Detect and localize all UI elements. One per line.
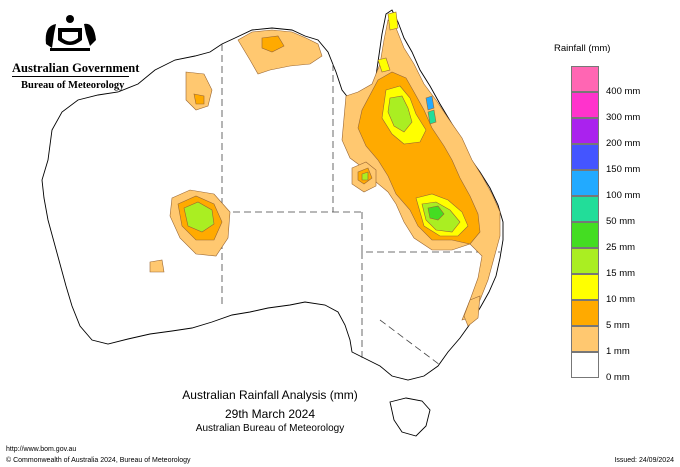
legend-swatch [571, 274, 599, 300]
legend-label: 5 mm [606, 320, 630, 331]
legend-label: 15 mm [606, 268, 636, 279]
legend-swatch [571, 300, 599, 326]
legend-swatch [571, 352, 599, 378]
legend-label: 400 mm [606, 86, 641, 97]
legend-swatch [571, 326, 599, 352]
map-title: Australian Rainfall Analysis (mm) [182, 388, 358, 402]
legend-label: 100 mm [606, 190, 641, 201]
legend-label: 300 mm [606, 112, 641, 123]
legend-swatch [571, 66, 599, 92]
bom-url-link[interactable]: http://www.bom.gov.au [6, 446, 77, 453]
legend-swatch [571, 144, 599, 170]
legend-label: 150 mm [606, 164, 641, 175]
legend-label: 0 mm [606, 372, 630, 383]
legend-swatch [571, 222, 599, 248]
coat-of-arms-logo [45, 15, 96, 51]
tasmania-outline [389, 397, 431, 437]
legend-swatch [571, 196, 599, 222]
legend-swatch [571, 92, 599, 118]
legend-label: 1 mm [606, 346, 630, 357]
map-source: Australian Bureau of Meteorology [195, 423, 345, 434]
legend-swatch [571, 248, 599, 274]
legend-swatch [571, 170, 599, 196]
copyright-notice: © Commonwealth of Australia 2024, Bureau… [6, 457, 191, 464]
legend-label: 200 mm [606, 138, 641, 149]
header-divider [12, 76, 129, 77]
government-name: Australian Government [12, 61, 140, 75]
issued-date: Issued: 24/09/2024 [614, 457, 674, 464]
rainfall-areas [149, 11, 501, 327]
legend-title: Rainfall (mm) [554, 43, 611, 54]
state-borders [221, 44, 500, 366]
legend-swatch [571, 118, 599, 144]
bureau-name: Bureau of Meteorology [21, 80, 125, 91]
legend-label: 25 mm [606, 242, 636, 253]
legend-label: 50 mm [606, 216, 636, 227]
legend-label: 10 mm [606, 294, 636, 305]
map-date: 29th March 2024 [224, 407, 316, 421]
